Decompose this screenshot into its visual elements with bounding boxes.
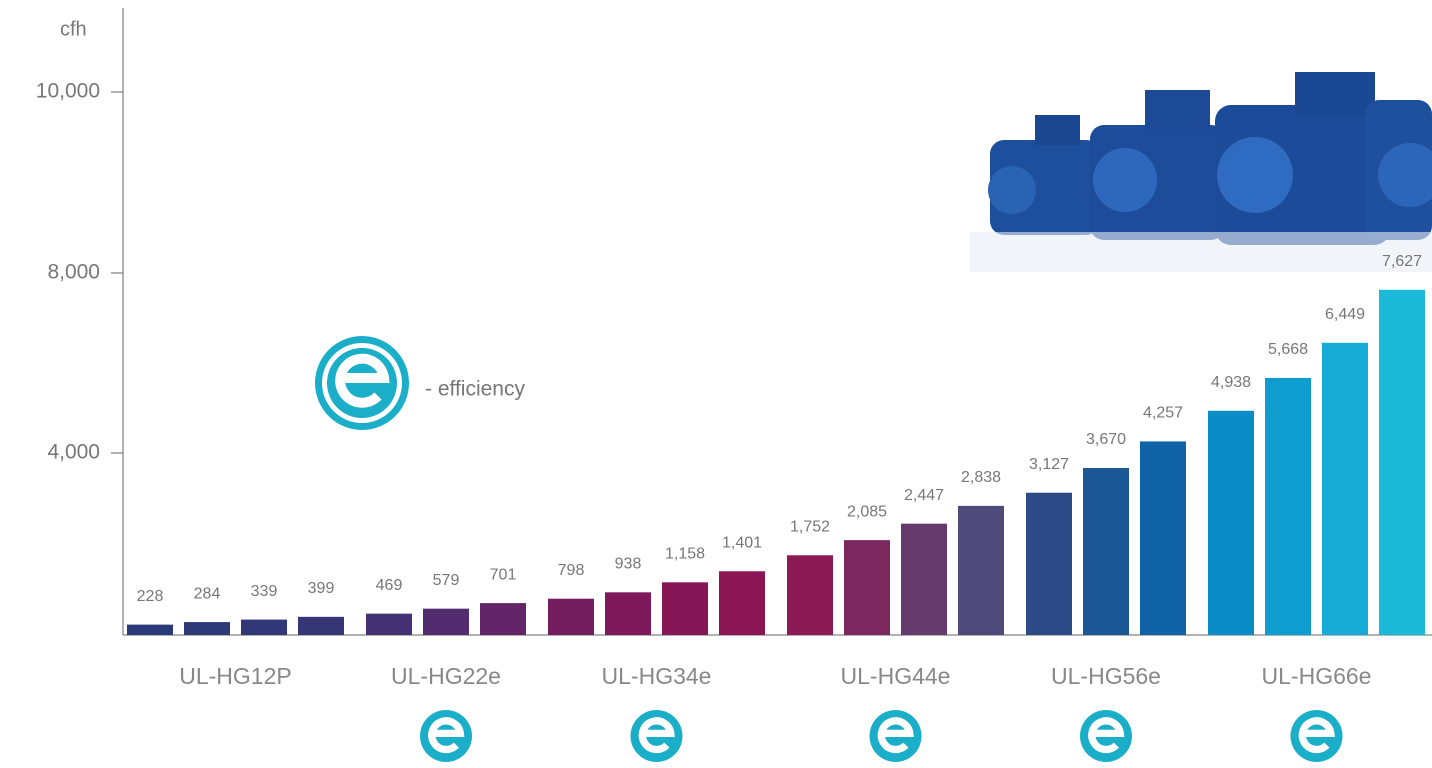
group-label: UL-HG12P xyxy=(179,663,291,689)
bar xyxy=(1265,377,1311,635)
bar xyxy=(1322,342,1368,635)
bar xyxy=(958,505,1004,635)
group-label: UL-HG56e xyxy=(1051,663,1161,689)
value-label: 339 xyxy=(251,583,278,600)
efficiency-icon xyxy=(1290,710,1343,762)
group-label: UL-HG66e xyxy=(1262,663,1372,689)
product-photo xyxy=(970,60,1432,272)
value-label: 3,670 xyxy=(1086,431,1126,448)
icon-glyph xyxy=(638,717,675,754)
value-label: 2,838 xyxy=(961,469,1001,486)
value-label: 4,938 xyxy=(1211,374,1251,391)
value-label: 1,752 xyxy=(790,519,830,536)
bar xyxy=(366,613,412,635)
legend-label: - efficiency xyxy=(425,378,525,401)
bar xyxy=(1083,468,1129,635)
bar xyxy=(184,622,230,635)
efficiency-icon xyxy=(420,710,472,762)
group-label: UL-HG22e xyxy=(391,663,501,689)
bar xyxy=(719,571,765,635)
icon-glyph xyxy=(877,717,914,754)
bar xyxy=(241,619,287,635)
value-label: 3,127 xyxy=(1029,456,1069,473)
bar xyxy=(1379,289,1425,635)
value-label: 399 xyxy=(308,580,335,597)
y-tick-label: 8,000 xyxy=(47,261,100,284)
value-label: 2,447 xyxy=(904,487,944,504)
bar xyxy=(1208,410,1254,635)
bar xyxy=(787,555,833,635)
bar xyxy=(1140,441,1186,635)
group-label: UL-HG34e xyxy=(602,663,712,689)
value-label: 938 xyxy=(615,556,642,573)
bar xyxy=(298,616,344,635)
value-label: 1,401 xyxy=(722,534,762,551)
bar xyxy=(1026,492,1072,635)
value-label: 701 xyxy=(490,566,517,583)
icon-glyph xyxy=(1088,717,1125,754)
value-label: 579 xyxy=(433,572,460,589)
value-label: 6,449 xyxy=(1325,306,1365,323)
group-label: UL-HG44e xyxy=(841,663,951,689)
y-tick-label: 4,000 xyxy=(47,441,100,464)
value-label: 284 xyxy=(194,585,221,602)
efficiency-icon xyxy=(630,710,683,762)
bar xyxy=(548,598,594,635)
legend: - efficiency xyxy=(315,336,525,430)
value-label: 5,668 xyxy=(1268,341,1308,358)
bar xyxy=(423,608,469,635)
value-label: 228 xyxy=(137,588,164,605)
bar xyxy=(844,540,890,635)
value-label: 1,158 xyxy=(665,546,705,563)
bar xyxy=(480,603,526,635)
value-label: 469 xyxy=(376,577,403,594)
value-label: 4,257 xyxy=(1143,405,1183,422)
value-label: 7,627 xyxy=(1382,253,1422,270)
y-unit: cfh xyxy=(60,18,87,40)
efficiency-icon xyxy=(1080,710,1132,762)
efficiency-icon xyxy=(869,710,922,762)
icon-glyph xyxy=(1298,717,1335,754)
icon-glyph xyxy=(428,717,465,754)
legend-icon xyxy=(315,336,409,430)
bar xyxy=(662,582,708,635)
y-tick-label: 10,000 xyxy=(36,80,100,103)
bar xyxy=(127,624,173,635)
bar xyxy=(605,592,651,635)
bar xyxy=(901,523,947,635)
value-label: 2,085 xyxy=(847,503,887,520)
value-label: 798 xyxy=(558,562,585,579)
